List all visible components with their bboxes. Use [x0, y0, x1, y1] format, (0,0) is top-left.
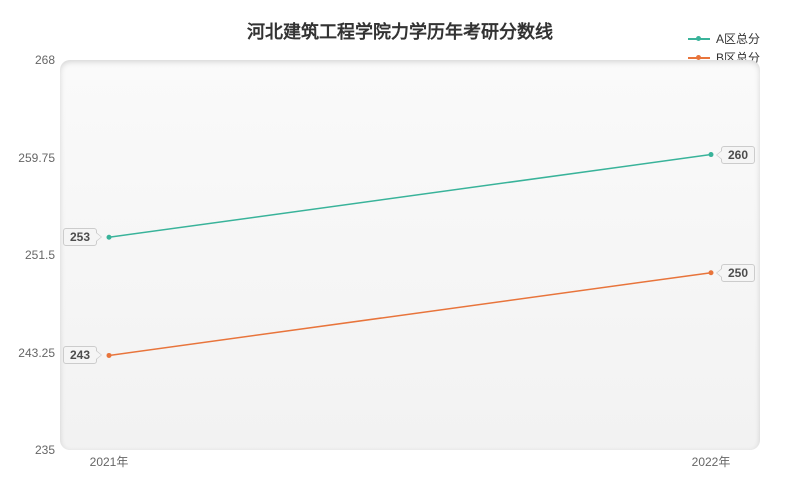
data-label: 250 — [721, 264, 755, 282]
y-tick: 251.5 — [0, 248, 55, 262]
data-label: 260 — [721, 146, 755, 164]
x-tick: 2022年 — [692, 453, 731, 470]
chart-container: 河北建筑工程学院力学历年考研分数线 A区总分 B区总分 235 243.25 2… — [0, 0, 800, 500]
x-tick: 2021年 — [90, 453, 129, 470]
data-label: 253 — [63, 228, 97, 246]
plot-area — [60, 60, 760, 450]
y-tick: 259.75 — [0, 151, 55, 165]
y-tick: 268 — [0, 53, 55, 67]
legend-item-a: A区总分 — [688, 30, 760, 47]
chart-title: 河北建筑工程学院力学历年考研分数线 — [0, 18, 800, 44]
y-tick: 243.25 — [0, 346, 55, 360]
legend-swatch-a — [688, 38, 710, 40]
chart-svg — [60, 60, 760, 450]
data-label: 243 — [63, 346, 97, 364]
y-tick: 235 — [0, 443, 55, 457]
legend-label-a: A区总分 — [716, 30, 760, 47]
legend-swatch-b — [688, 57, 710, 59]
